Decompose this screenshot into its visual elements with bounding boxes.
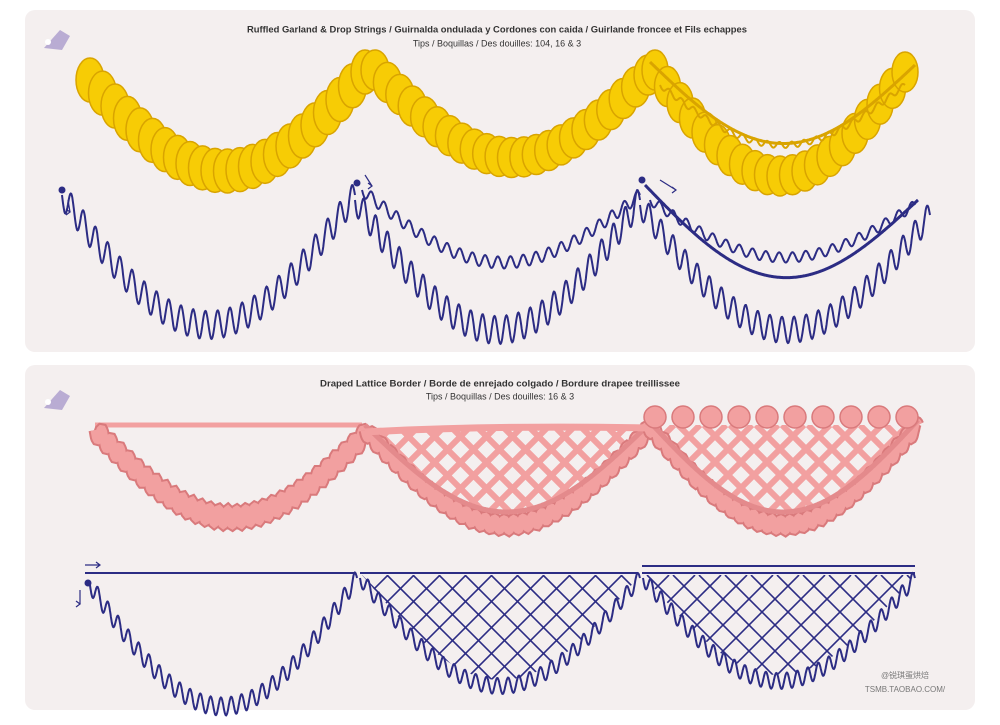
ruffle [360, 422, 653, 536]
guide-line [639, 202, 931, 345]
panel-title: Draped Lattice Border / Borde de enrejad… [320, 379, 680, 390]
panel [25, 365, 975, 710]
start-dot [84, 579, 92, 587]
ruffle [90, 424, 370, 530]
lattice-line [464, 575, 571, 680]
rope [363, 423, 650, 515]
rope [646, 418, 920, 515]
lattice-line [802, 575, 904, 675]
start-dot [638, 176, 646, 184]
watermark-url: TSMB.TAOBAO.COM/ [865, 685, 946, 694]
bead [643, 405, 667, 429]
bead [783, 405, 807, 429]
arrow [85, 561, 101, 569]
arrow [65, 199, 71, 216]
bead [699, 405, 723, 429]
string [659, 83, 906, 149]
lattice-line [880, 575, 915, 675]
bead [671, 405, 695, 429]
panel-subtitle: Tips / Boquillas / Des douilles: 104, 16… [413, 38, 581, 48]
guide-line [354, 189, 641, 346]
watermark-shop: @锐琪蛋烘焙 [881, 670, 929, 680]
lattice-line [990, 425, 1000, 525]
start-dot [58, 186, 66, 194]
guide-line [642, 571, 916, 690]
lattice-line [990, 425, 1000, 525]
guide-line [89, 571, 358, 717]
panel-subtitle: Tips / Boquillas / Des douilles: 16 & 3 [426, 391, 574, 401]
bead [755, 405, 779, 429]
lattice-line [985, 575, 1000, 675]
logo [44, 30, 70, 50]
logo [44, 390, 70, 410]
bead [867, 405, 891, 429]
lattice-line [985, 575, 1000, 675]
rope [364, 423, 649, 436]
bead [811, 405, 835, 429]
bead [839, 405, 863, 429]
panel-title: Ruffled Garland & Drop Strings / Guirnal… [247, 25, 747, 36]
panel [25, 10, 975, 352]
guide-line [361, 189, 641, 270]
lattice-line [594, 575, 640, 680]
bead [895, 405, 919, 429]
guide-line [359, 571, 641, 695]
ruffle [643, 417, 923, 536]
lattice-line [724, 575, 826, 675]
lattice-line [516, 575, 623, 680]
lattice-line [490, 575, 597, 680]
lattice-line [750, 575, 852, 675]
lattice-line [438, 575, 545, 680]
lattice-line [362, 575, 415, 680]
guide-line [649, 199, 916, 264]
arrow [364, 174, 373, 190]
ruffle [891, 51, 919, 93]
guide-line [61, 184, 356, 341]
arrow [659, 179, 677, 194]
start-dot [353, 179, 361, 187]
lattice-line [501, 428, 602, 523]
lattice-line [776, 575, 878, 675]
lattice-line [475, 428, 576, 523]
bead [727, 405, 751, 429]
lattice-line [753, 425, 859, 525]
arrow [75, 590, 81, 608]
